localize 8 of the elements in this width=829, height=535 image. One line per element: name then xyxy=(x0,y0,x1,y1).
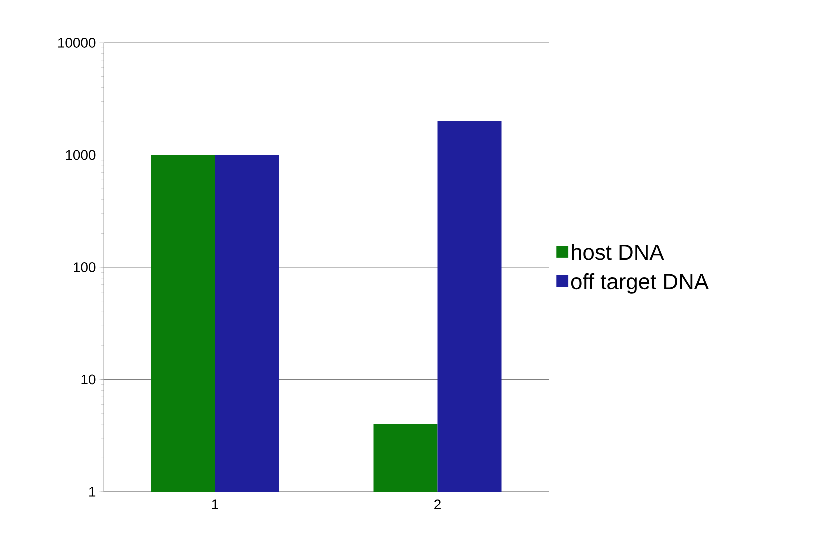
y-tick-label: 1000 xyxy=(66,150,96,160)
legend-label: host DNA xyxy=(572,244,664,260)
y-tick-label: 10 xyxy=(82,374,96,385)
x-tick-label: 2 xyxy=(434,500,441,510)
y-tick-label: 10000 xyxy=(58,38,96,48)
y-tick-label: 100 xyxy=(74,262,96,272)
legend-label: off target DNA xyxy=(571,273,709,294)
y-tick-label: 1 xyxy=(90,487,96,497)
